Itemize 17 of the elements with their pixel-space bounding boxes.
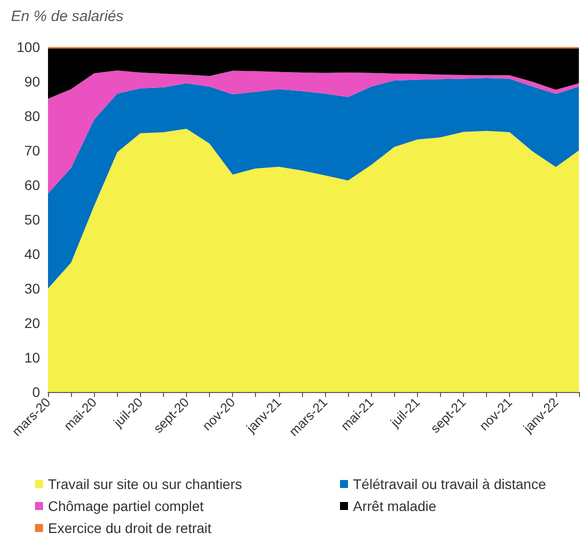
chart-title: En % de salariés xyxy=(11,8,124,25)
y-tick-label: 90 xyxy=(24,74,40,90)
y-tick-label: 30 xyxy=(24,280,40,296)
y-tick-label: 0 xyxy=(32,384,40,400)
legend-label: Travail sur site ou sur chantiers xyxy=(48,476,242,492)
legend-label: Arrêt maladie xyxy=(353,498,436,514)
y-tick-label: 10 xyxy=(24,350,40,366)
y-tick-label: 50 xyxy=(24,212,40,228)
legend-label: Télétravail ou travail à distance xyxy=(353,476,546,492)
y-tick-label: 20 xyxy=(24,315,40,331)
y-tick-label: 70 xyxy=(24,142,40,158)
legend-label: Exercice du droit de retrait xyxy=(48,520,212,536)
y-tick-label: 40 xyxy=(24,246,40,262)
y-tick-label: 100 xyxy=(16,39,40,55)
legend-label: Chômage partiel complet xyxy=(48,498,204,514)
y-tick-label: 80 xyxy=(24,108,40,124)
y-tick-label: 60 xyxy=(24,177,40,193)
